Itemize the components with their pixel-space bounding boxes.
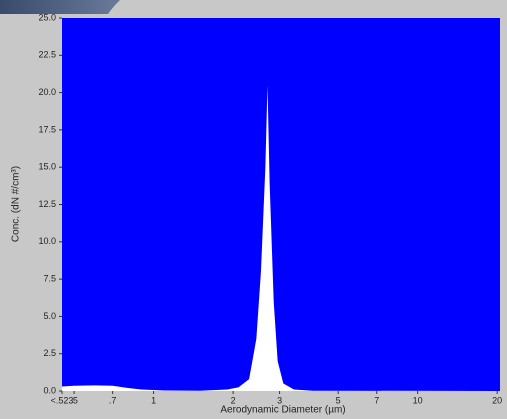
x-tick-label: 20 bbox=[492, 395, 502, 405]
x-tick-label: 5 bbox=[336, 395, 341, 405]
y-tick-label: 20.0 bbox=[38, 87, 56, 97]
x-tick-label: 3 bbox=[277, 395, 282, 405]
y-tick-label: 0.0 bbox=[43, 385, 56, 395]
x-tick-label: .7 bbox=[109, 395, 117, 405]
window-corner bbox=[0, 0, 120, 14]
x-tick-label: 10 bbox=[413, 395, 423, 405]
y-tick-label: 10.0 bbox=[38, 236, 56, 246]
y-tick-label: 7.5 bbox=[43, 273, 56, 283]
x-tick-label: .5 bbox=[70, 395, 78, 405]
plot-area bbox=[62, 18, 500, 391]
x-axis-label: Aerodynamic Diameter (µm) bbox=[220, 405, 345, 416]
y-tick-label: 2.5 bbox=[43, 348, 56, 358]
x-tick-label: <.523 bbox=[51, 395, 74, 405]
y-tick-label: 17.5 bbox=[38, 124, 56, 134]
y-tick-label: 25.0 bbox=[38, 12, 56, 22]
x-tick-label: 2 bbox=[231, 395, 236, 405]
y-tick-label: 5.0 bbox=[43, 311, 56, 321]
y-tick-label: 22.5 bbox=[38, 50, 56, 60]
x-tick-label: 1 bbox=[151, 395, 156, 405]
x-tick-label: 7 bbox=[374, 395, 379, 405]
y-tick-label: 12.5 bbox=[38, 199, 56, 209]
y-tick-label: 15.0 bbox=[38, 162, 56, 172]
y-axis-label: Conc. (dN #/cm³) bbox=[11, 166, 22, 242]
